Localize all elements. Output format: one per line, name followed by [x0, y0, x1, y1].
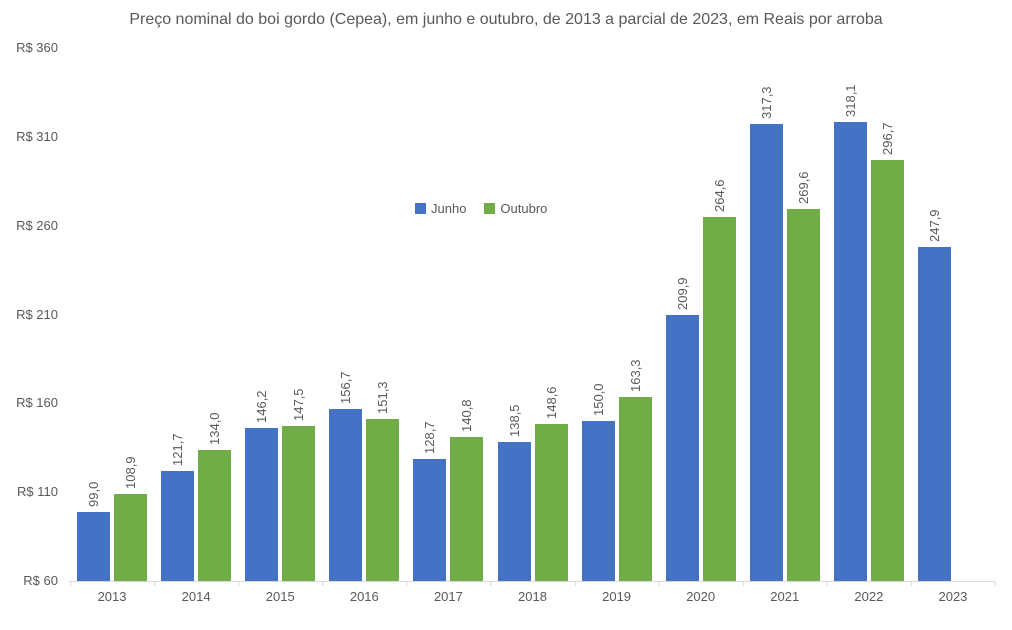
data-label-outubro-2021: 269,6 [795, 171, 811, 204]
x-axis-label-2019: 2019 [602, 589, 632, 604]
y-axis-tick-label-310: R$ 310 [16, 128, 58, 144]
bar-outubro-2020 [702, 217, 736, 581]
y-axis-tick-label-110: R$ 110 [17, 484, 58, 500]
x-axis-tick [658, 582, 660, 586]
bar-outubro-2015 [282, 425, 316, 581]
x-axis-tick [742, 582, 744, 586]
bar-junho-2022 [833, 122, 867, 581]
data-label-outubro-2016: 151,3 [375, 381, 391, 414]
legend-item-outubro: Outubro [484, 201, 547, 216]
data-label-junho-2014: 121,7 [170, 433, 186, 467]
y-axis-tick-label-260: R$ 260 [16, 217, 58, 233]
bar-junho-2017 [413, 458, 447, 581]
bar-outubro-2018 [534, 423, 568, 581]
data-label-junho-2020: 209,9 [674, 277, 690, 310]
data-label-outubro-2015: 147,5 [291, 387, 307, 421]
data-label-junho-2013: 99,0 [86, 481, 102, 507]
legend: Junho Outubro [415, 201, 547, 216]
x-axis-tick [490, 582, 492, 586]
data-label-junho-2021: 317,3 [758, 86, 774, 119]
bar-outubro-2016 [366, 418, 400, 581]
y-axis-tick-label-60: R$ 60 [23, 573, 58, 588]
bar-outubro-2017 [450, 437, 484, 581]
x-axis-tick [574, 582, 576, 586]
legend-swatch-outubro [484, 203, 496, 214]
bar-junho-2021 [749, 123, 783, 581]
x-axis-label-2022: 2022 [854, 589, 884, 604]
legend-label-outubro: Outubro [500, 201, 548, 216]
x-axis-tick [322, 582, 324, 586]
x-axis-line [70, 581, 995, 582]
bar-junho-2018 [497, 441, 531, 581]
bar-junho-2013 [77, 511, 111, 581]
bar-junho-2014 [161, 471, 195, 581]
x-axis-label-2018: 2018 [518, 589, 547, 604]
bar-junho-2016 [329, 409, 363, 581]
legend-swatch-junho [415, 203, 426, 214]
y-axis-tick-label-160: R$ 160 [16, 395, 58, 411]
x-axis-label-2015: 2015 [265, 589, 295, 604]
x-axis-tick [826, 582, 828, 586]
bar-outubro-2019 [618, 397, 652, 581]
bar-outubro-2022 [870, 160, 904, 581]
x-axis-tick [995, 582, 996, 586]
legend-label-junho: Junho [431, 201, 467, 216]
bar-junho-2019 [581, 421, 615, 581]
y-axis-tick-label-210: R$ 210 [16, 306, 58, 322]
data-label-junho-2015: 146,2 [254, 390, 270, 423]
data-label-junho-2017: 128,7 [422, 421, 438, 454]
x-axis-label-2013: 2013 [97, 589, 127, 604]
data-label-outubro-2017: 140,8 [459, 399, 475, 433]
data-label-outubro-2018: 148,6 [543, 386, 559, 419]
x-axis-tick [406, 582, 408, 586]
data-label-outubro-2019: 163,3 [627, 359, 643, 393]
x-axis-tick [154, 582, 156, 586]
chart-title: Preço nominal do boi gordo (Cepea), em j… [129, 11, 883, 28]
data-label-outubro-2022: 296,7 [879, 122, 895, 156]
bar-junho-2020 [665, 314, 699, 581]
data-label-junho-2018: 138,5 [506, 403, 522, 437]
bar-outubro-2013 [114, 494, 148, 581]
bar-junho-2023 [917, 247, 951, 581]
bar-outubro-2021 [786, 208, 820, 581]
x-axis-label-2016: 2016 [349, 589, 379, 604]
x-axis-tick [238, 582, 240, 586]
data-label-junho-2022: 318,1 [842, 84, 858, 118]
x-axis-tick [910, 582, 912, 586]
data-label-junho-2016: 156,7 [338, 371, 354, 405]
x-axis-tick [70, 582, 71, 586]
bar-junho-2015 [245, 427, 279, 581]
x-axis-label-2020: 2020 [686, 589, 716, 604]
data-label-outubro-2020: 264,6 [711, 179, 727, 213]
x-axis-label-2017: 2017 [433, 589, 463, 604]
data-label-outubro-2014: 134,0 [207, 411, 223, 445]
legend-item-junho: Junho [415, 201, 466, 216]
x-axis-label-2014: 2014 [181, 589, 211, 604]
data-label-junho-2019: 150,0 [590, 383, 606, 417]
bar-outubro-2014 [198, 449, 232, 581]
data-label-junho-2023: 247,9 [926, 209, 942, 243]
x-axis-label-2023: 2023 [938, 589, 968, 604]
x-axis-label-2021: 2021 [770, 589, 800, 604]
y-axis-tick-label-360: R$ 360 [16, 40, 58, 55]
data-label-outubro-2013: 108,9 [123, 456, 139, 490]
